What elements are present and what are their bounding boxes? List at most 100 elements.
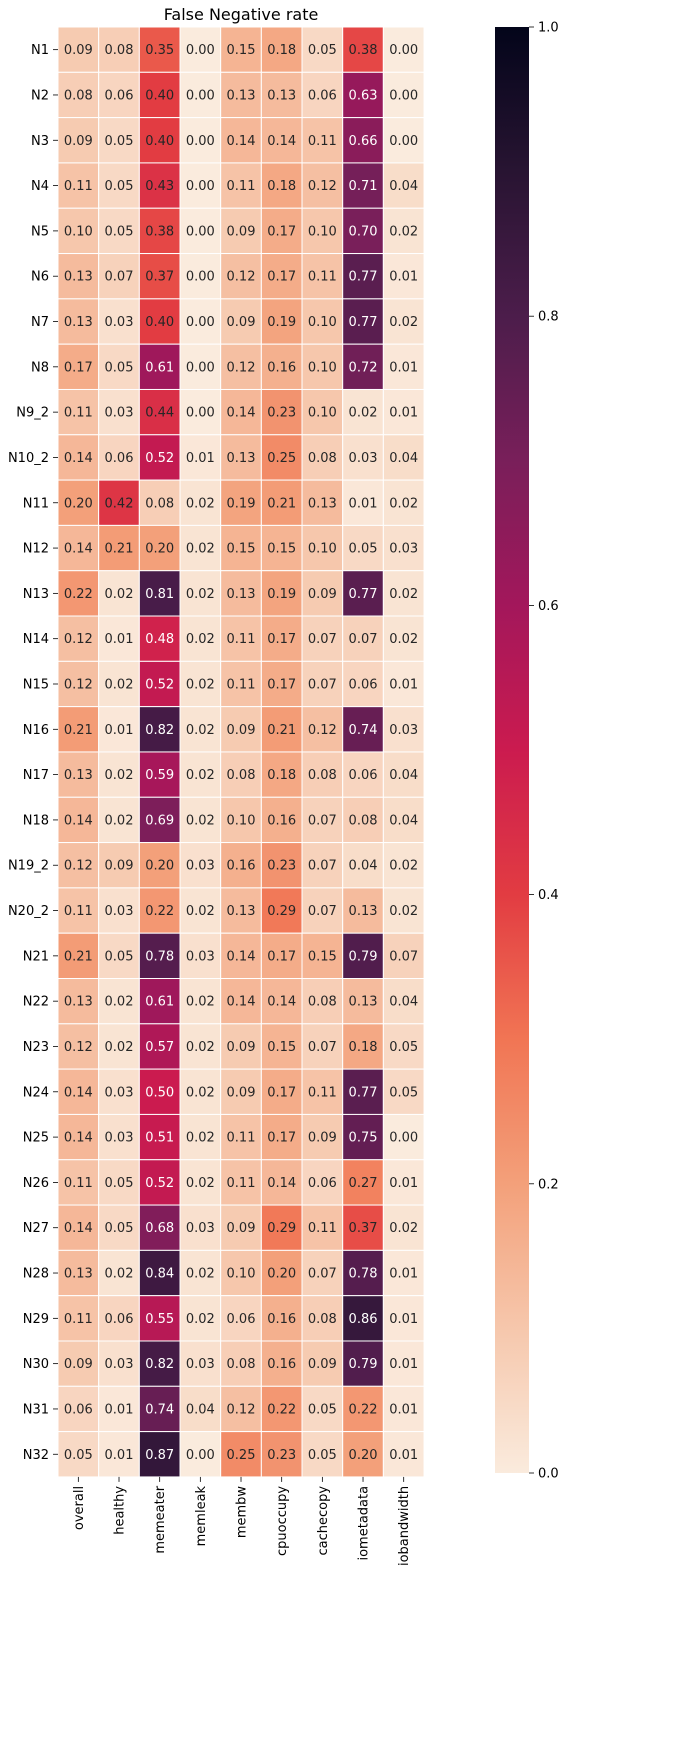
cell-value-label: 0.21 (64, 949, 93, 964)
cell-value-label: 0.12 (64, 677, 93, 692)
colorbar-gradient (495, 27, 529, 1473)
heatmap-cell-n8-memleak (179, 343, 222, 390)
cell-value-label: 0.02 (186, 587, 215, 602)
cell-value-label: 0.12 (64, 632, 93, 647)
cell-value-label: 0.20 (349, 1448, 378, 1463)
heatmap-cell-n26-iobandwidth (382, 1159, 425, 1206)
heatmap-cell-n12-cpuoccupy (260, 524, 303, 572)
cell-value-label: 0.02 (389, 859, 418, 874)
row-label-n3: N3 (31, 134, 49, 149)
heatmap-cell-n11-membw (220, 479, 262, 526)
heatmap-cell-n14-healthy (98, 615, 140, 662)
cell-value-label: 0.18 (267, 43, 296, 58)
cell-value-label: 0.44 (145, 406, 174, 421)
cell-value-label: 0.06 (105, 451, 134, 466)
heatmap-cell-n18-iobandwidth (382, 796, 425, 844)
cell-value-label: 0.00 (186, 406, 215, 421)
colorbar-tick-label: 0.2 (538, 1177, 559, 1192)
row-label-n18: N18 (23, 813, 49, 828)
cell-value-label: 0.43 (145, 179, 174, 194)
heatmap-cell-n18-healthy (98, 796, 140, 844)
cell-value-label: 0.75 (349, 1131, 378, 1146)
heatmap-cell-n20_2-healthy (98, 887, 140, 934)
cell-value-label: 0.07 (308, 813, 337, 828)
cell-value-label: 0.01 (389, 1176, 418, 1191)
cell-value-label: 0.01 (389, 1402, 418, 1417)
cell-value-label: 0.79 (349, 949, 378, 964)
heatmap-cell-n8-membw (220, 343, 262, 390)
heatmap-cell-n12-iometadata (342, 524, 384, 572)
row-label-n16: N16 (23, 723, 49, 738)
heatmap-cell-n9_2-iobandwidth (382, 388, 425, 436)
cell-value-label: 0.72 (349, 360, 378, 375)
row-label-n14: N14 (23, 632, 49, 647)
heatmap-cell-n8-memeater (138, 343, 181, 390)
cell-value-label: 0.11 (308, 270, 337, 285)
cell-value-label: 0.42 (105, 496, 134, 511)
cell-value-label: 0.12 (308, 179, 337, 194)
cell-value-label: 0.02 (389, 587, 418, 602)
heatmap-cell-n16-iometadata (342, 706, 384, 753)
cell-value-label: 0.12 (227, 1402, 256, 1417)
heatmap-cell-n16-memleak (179, 706, 222, 753)
chart-title: False Negative rate (164, 5, 319, 24)
cell-value-label: 0.11 (227, 179, 256, 194)
cell-value-label: 0.22 (349, 1402, 378, 1417)
cell-value-label: 0.10 (308, 224, 337, 239)
column-label-healthy: healthy (113, 1486, 128, 1535)
cell-value-label: 0.37 (349, 1221, 378, 1236)
heatmap-cell-n1-overall (57, 26, 100, 73)
cell-value-label: 0.15 (227, 542, 256, 557)
cell-value-label: 0.05 (64, 1448, 93, 1463)
cell-value-label: 0.69 (145, 813, 174, 828)
cell-value-label: 0.01 (389, 1357, 418, 1372)
cell-value-label: 0.03 (389, 723, 418, 738)
column-label-iometadata: iometadata (357, 1486, 372, 1561)
cell-value-label: 0.09 (64, 134, 93, 149)
cell-value-label: 0.68 (145, 1221, 174, 1236)
heatmap-cell-n30-healthy (98, 1340, 140, 1387)
cell-value-label: 0.03 (186, 1357, 215, 1372)
cell-value-label: 0.22 (145, 904, 174, 919)
cell-value-label: 0.08 (227, 1357, 256, 1372)
heatmap-cell-n29-membw (220, 1295, 262, 1342)
row-label-n12: N12 (23, 542, 49, 557)
heatmap-cell-n10_2-memeater (138, 434, 181, 481)
cell-value-label: 0.05 (105, 949, 134, 964)
cell-value-label: 0.04 (389, 179, 418, 194)
row-label-n23: N23 (23, 1040, 49, 1055)
heatmap-cell-n26-cachecopy (301, 1159, 344, 1206)
cell-value-label: 0.17 (267, 949, 296, 964)
heatmap-cell-n24-overall (57, 1068, 100, 1115)
heatmap-cell-n8-overall (57, 343, 100, 390)
cell-value-label: 0.82 (145, 1357, 174, 1372)
cell-value-label: 0.08 (227, 768, 256, 783)
cell-value-label: 0.22 (64, 587, 93, 602)
cell-value-label: 0.38 (349, 43, 378, 58)
heatmap-cell-n6-memeater (138, 253, 181, 300)
heatmap-cell-n12-memleak (179, 524, 222, 572)
heatmap-cell-n14-memleak (179, 615, 222, 662)
cell-value-label: 0.06 (64, 1402, 93, 1417)
cell-value-label: 0.14 (64, 542, 93, 557)
heatmap-cell-n16-iobandwidth (382, 706, 425, 753)
heatmap-cell-n29-iobandwidth (382, 1295, 425, 1342)
cell-value-label: 0.02 (105, 995, 134, 1010)
heatmap-cell-n13-iometadata (342, 570, 384, 617)
cell-value-label: 0.10 (308, 360, 337, 375)
cell-value-label: 0.04 (186, 1402, 215, 1417)
heatmap-cell-n3-iobandwidth (382, 117, 425, 164)
heatmap-cell-n22-cachecopy (301, 978, 344, 1025)
cell-value-label: 0.05 (308, 1448, 337, 1463)
cell-value-label: 0.07 (308, 632, 337, 647)
row-label-n31: N31 (23, 1402, 49, 1417)
heatmap-cell-n11-overall (57, 479, 100, 526)
heatmap-cell-n10_2-cachecopy (301, 434, 344, 481)
cell-value-label: 0.77 (349, 315, 378, 330)
cell-value-label: 0.02 (105, 1267, 134, 1282)
cell-value-label: 0.17 (267, 1085, 296, 1100)
cell-value-label: 0.51 (145, 1131, 174, 1146)
cell-value-label: 0.05 (308, 1402, 337, 1417)
heatmap-cell-n25-healthy (98, 1113, 140, 1161)
heatmap-cell-n15-membw (220, 660, 262, 708)
